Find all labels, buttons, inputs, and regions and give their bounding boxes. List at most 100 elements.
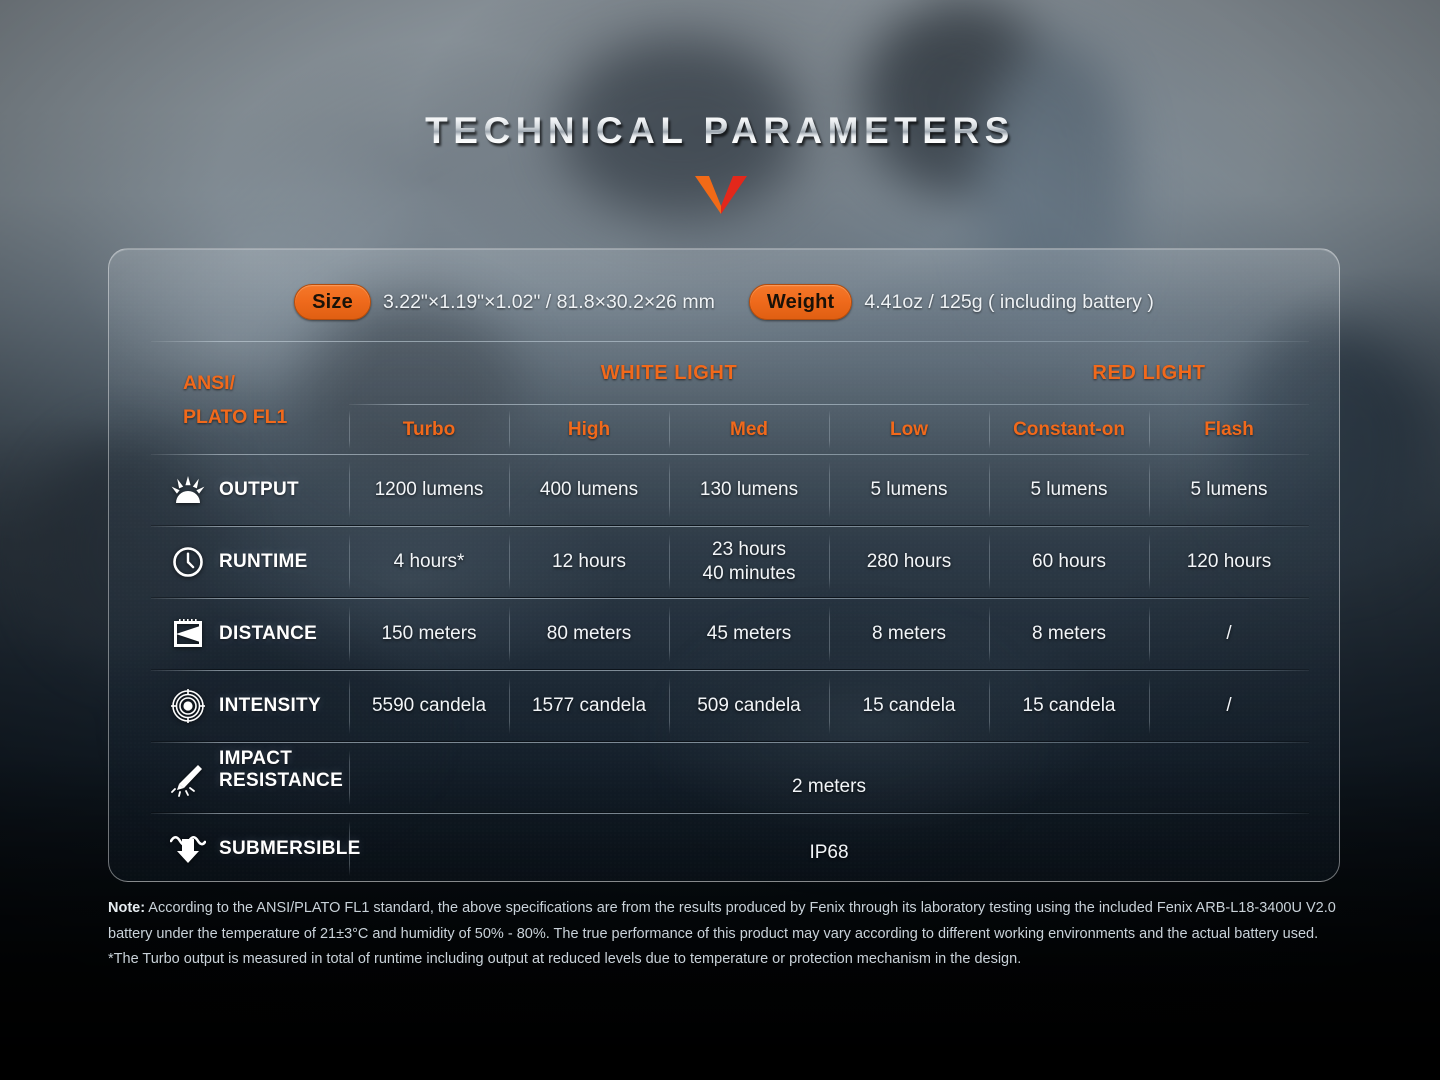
group-white-light: WHITE LIGHT — [349, 342, 989, 404]
table-row: RUNTIME 4 hours* 12 hours 23 hours 40 mi… — [151, 527, 1309, 597]
cell-value: / — [1226, 623, 1232, 644]
cell-value: IP68 — [809, 841, 849, 863]
column-header-constant-on: Constant-on — [989, 405, 1149, 454]
row-rule — [151, 812, 1309, 813]
cell-intensity-flash: / — [1149, 671, 1309, 741]
target-intensity-icon — [167, 688, 209, 724]
cell-value: 5 lumens — [870, 479, 948, 500]
cell-value: 15 candela — [1022, 695, 1116, 716]
size-weight-row: Size 3.22"×1.19"×1.02" / 81.8×30.2×26 mm… — [109, 281, 1339, 323]
row-rule — [151, 741, 1309, 742]
standard-label-cell: ANSI/ PLATO FL1 — [151, 342, 349, 428]
cell-value: 45 meters — [706, 623, 792, 644]
cell-value: 509 candela — [697, 695, 801, 716]
cell-intensity-med: 509 candela — [669, 671, 829, 741]
table-column-header-row: Turbo High Med Low Constant-on Flash — [151, 405, 1309, 454]
cell-value: 150 meters — [381, 623, 477, 644]
page-title-container: TECHNICAL PARAMETERS — [0, 110, 1440, 152]
row-name-submersible: SUBMERSIBLE — [219, 837, 361, 859]
table-row: OUTPUT 1200 lumens 400 lumens 130 lumens… — [151, 455, 1309, 525]
cell-value: 60 hours — [1032, 551, 1106, 572]
table-row: INTENSITY 5590 candela 1577 candela 509 … — [151, 671, 1309, 741]
cell-intensity-low: 15 candela — [829, 671, 989, 741]
group-underline-rule — [349, 404, 1309, 405]
ansi-line-1: ANSI/ — [183, 372, 236, 394]
cell-output-low: 5 lumens — [829, 455, 989, 525]
cell-value: 5 lumens — [1190, 479, 1268, 500]
note-paragraph-2: *The Turbo output is measured in total o… — [108, 951, 1022, 967]
cell-impact-resistance-value: 2 meters — [349, 743, 1309, 812]
cell-value: 8 meters — [872, 623, 946, 644]
cell-runtime-flash: 120 hours — [1149, 527, 1309, 597]
column-header-flash: Flash — [1149, 405, 1309, 454]
ansi-line-2: PLATO FL1 — [183, 406, 288, 428]
column-header-low: Low — [829, 405, 989, 454]
row-label-submersible: SUBMERSIBLE — [151, 814, 360, 881]
cell-output-high: 400 lumens — [509, 455, 669, 525]
table-row: IMPACT RESISTANCE 2 meters — [151, 743, 1309, 812]
cell-runtime-turbo: 4 hours* — [349, 527, 509, 597]
specs-table: ANSI/ PLATO FL1 WHITE LIGHT RED LIGHT Tu… — [151, 341, 1309, 881]
cell-value: 80 meters — [546, 623, 632, 644]
group-red-light-label: RED LIGHT — [1092, 361, 1206, 384]
cell-value: 1200 lumens — [374, 479, 484, 500]
weight-badge: Weight — [748, 284, 853, 320]
row-rule-highlight — [151, 598, 1309, 599]
row-rule — [151, 525, 1309, 526]
table-row: SUBMERSIBLE IP68 — [151, 814, 1309, 881]
row-rule-highlight — [151, 813, 1309, 814]
row-rule-highlight — [151, 742, 1309, 743]
cell-value: 2 meters — [792, 775, 866, 797]
page-title: TECHNICAL PARAMETERS — [425, 110, 1015, 151]
cell-value: 1577 candela — [531, 695, 647, 716]
clock-icon — [167, 544, 209, 580]
row-label-intensity: INTENSITY — [151, 671, 349, 741]
table-top-rule — [151, 341, 1309, 342]
chevron-down-icon — [695, 176, 747, 214]
cell-value: 130 lumens — [699, 479, 799, 500]
cell-value: 5590 candela — [371, 695, 487, 716]
column-header-turbo: Turbo — [349, 405, 509, 454]
cell-output-turbo: 1200 lumens — [349, 455, 509, 525]
cell-intensity-high: 1577 candela — [509, 671, 669, 741]
row-name-output: OUTPUT — [219, 479, 299, 500]
cell-value: 5 lumens — [1030, 479, 1108, 500]
spec-panel: Size 3.22"×1.19"×1.02" / 81.8×30.2×26 mm… — [108, 248, 1340, 882]
note-paragraph-1: Note: According to the ANSI/PLATO FL1 st… — [108, 896, 1348, 947]
cell-distance-constant-on: 8 meters — [989, 599, 1149, 669]
row-rule — [151, 669, 1309, 670]
row-name-impact-resistance: IMPACT RESISTANCE — [219, 747, 344, 791]
submersible-icon — [167, 831, 209, 867]
row-label-output: OUTPUT — [151, 455, 349, 525]
note-block: Note: According to the ANSI/PLATO FL1 st… — [108, 896, 1348, 973]
cell-runtime-low: 280 hours — [829, 527, 989, 597]
row-rule-highlight — [151, 526, 1309, 527]
note-label: Note: — [108, 900, 146, 916]
cell-output-flash: 5 lumens — [1149, 455, 1309, 525]
row-rule — [151, 597, 1309, 598]
cell-submersible-value: IP68 — [349, 814, 1309, 881]
cell-value: 15 candela — [862, 695, 956, 716]
cell-value: 8 meters — [1032, 623, 1106, 644]
cell-value: 400 lumens — [539, 479, 639, 500]
row-label-impact-resistance: IMPACT RESISTANCE — [151, 743, 349, 812]
header-spacer-cell — [151, 405, 349, 454]
column-header-high: High — [509, 405, 669, 454]
note-text-1: According to the ANSI/PLATO FL1 standard… — [108, 900, 1336, 942]
beam-distance-icon — [167, 616, 209, 652]
column-header-med: Med — [669, 405, 829, 454]
cell-distance-turbo: 150 meters — [349, 599, 509, 669]
group-red-light: RED LIGHT — [989, 342, 1309, 404]
cell-runtime-constant-on: 60 hours — [989, 527, 1149, 597]
cell-intensity-constant-on: 15 candela — [989, 671, 1149, 741]
cell-value: 280 hours — [866, 551, 952, 572]
row-name-runtime: RUNTIME — [219, 551, 308, 572]
cell-value: / — [1226, 695, 1232, 716]
impact-drop-icon — [167, 762, 209, 798]
row-rule-highlight — [151, 670, 1309, 671]
cell-intensity-turbo: 5590 candela — [349, 671, 509, 741]
table-row: DISTANCE 150 meters 80 meters 45 meters … — [151, 599, 1309, 669]
cell-distance-med: 45 meters — [669, 599, 829, 669]
cell-runtime-med: 23 hours 40 minutes — [669, 527, 829, 597]
